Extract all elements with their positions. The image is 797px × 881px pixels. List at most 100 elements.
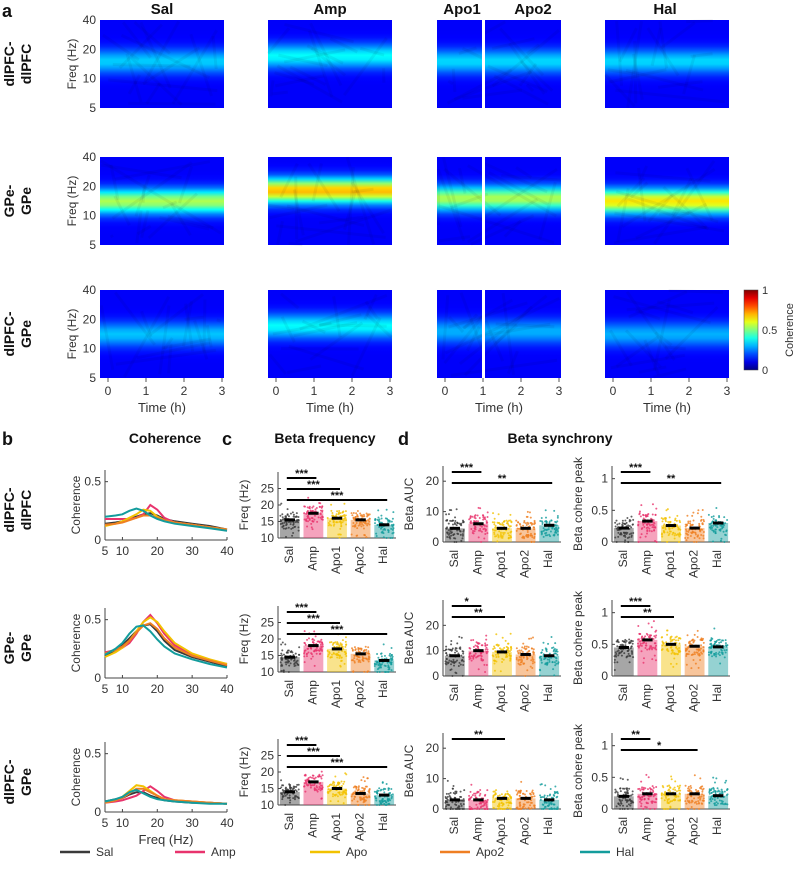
data-point [701, 509, 704, 512]
heatmap-divider [482, 157, 485, 245]
data-point [645, 806, 648, 809]
data-point [445, 652, 448, 655]
heatmap-divider [482, 290, 485, 378]
data-point [715, 651, 718, 654]
data-point [615, 805, 618, 808]
data-point [453, 796, 456, 799]
x-tick-label: 1 [311, 384, 318, 398]
data-point [363, 788, 366, 791]
data-point [540, 517, 543, 520]
data-point [359, 790, 362, 793]
data-point [621, 778, 624, 781]
data-point [669, 646, 672, 649]
x-tick-label: 5 [102, 544, 109, 558]
data-point [459, 647, 462, 650]
mean-marker [355, 791, 366, 795]
data-point [715, 801, 718, 804]
data-point [453, 664, 456, 667]
data-point [694, 532, 697, 535]
data-point [310, 526, 313, 529]
data-point [641, 527, 644, 530]
data-point [723, 516, 726, 519]
data-point [664, 528, 667, 531]
data-point [381, 531, 384, 534]
data-point [675, 790, 678, 793]
data-point [675, 652, 678, 655]
data-point [381, 781, 384, 784]
data-point [297, 526, 300, 529]
data-point [366, 777, 369, 780]
y-axis-label: Beta cohere peak [571, 590, 585, 685]
data-point [384, 671, 387, 673]
data-point [297, 783, 300, 786]
x-tick-label: 3 [724, 384, 731, 398]
data-point [540, 661, 543, 664]
data-point [391, 793, 394, 796]
data-point [484, 670, 487, 673]
data-point [675, 662, 678, 665]
data-point [390, 527, 393, 530]
data-point [665, 509, 668, 512]
data-point [387, 666, 390, 669]
data-point [685, 802, 688, 805]
data-point [342, 802, 345, 805]
data-point [525, 523, 528, 526]
data-point [296, 783, 299, 786]
heatmap-texture [626, 301, 715, 312]
data-point [674, 636, 677, 639]
data-point [687, 522, 690, 525]
heatmap-texture [637, 167, 647, 222]
y-tick-label: 1 [601, 739, 608, 753]
data-point [499, 533, 502, 536]
data-point [345, 519, 348, 522]
data-point [711, 797, 714, 800]
data-point [725, 789, 728, 792]
data-point [385, 657, 388, 660]
data-point [332, 652, 335, 655]
data-point [707, 513, 710, 516]
data-point [709, 639, 712, 642]
heatmap-texture [470, 214, 535, 246]
data-point [616, 661, 619, 664]
data-point [669, 640, 672, 643]
heatmap-texture [487, 64, 548, 94]
legend-label-apo: Apo [346, 845, 368, 859]
data-point [316, 520, 319, 523]
data-point [646, 515, 649, 518]
data-point [528, 808, 531, 810]
data-point [531, 657, 534, 660]
data-point [368, 795, 371, 798]
data-point [379, 789, 382, 792]
data-point [629, 647, 632, 650]
data-point [473, 792, 476, 795]
data-point [613, 661, 616, 664]
heatmap-texture [309, 22, 343, 87]
data-point [619, 777, 622, 780]
data-point [469, 521, 472, 524]
data-point [626, 778, 629, 781]
x-tick-label: Amp [470, 817, 484, 842]
data-point [450, 643, 453, 646]
data-point [663, 793, 666, 796]
data-point [448, 509, 451, 512]
data-point [712, 524, 715, 527]
data-point [494, 526, 497, 529]
data-point [501, 535, 504, 538]
heatmap-texture [685, 167, 714, 221]
data-point [539, 520, 542, 523]
data-point [544, 801, 547, 804]
data-point [505, 801, 508, 804]
data-point [486, 808, 489, 810]
heatmap-texture [629, 181, 649, 199]
data-point [444, 660, 447, 663]
data-point [333, 523, 336, 526]
data-point [702, 797, 705, 800]
y-tick-label: 0.5 [84, 613, 101, 627]
data-point [479, 792, 482, 795]
data-point [533, 804, 536, 807]
data-point [289, 787, 292, 790]
data-point [529, 534, 532, 537]
data-point [699, 647, 702, 650]
data-point [353, 797, 356, 800]
data-point [652, 786, 655, 789]
